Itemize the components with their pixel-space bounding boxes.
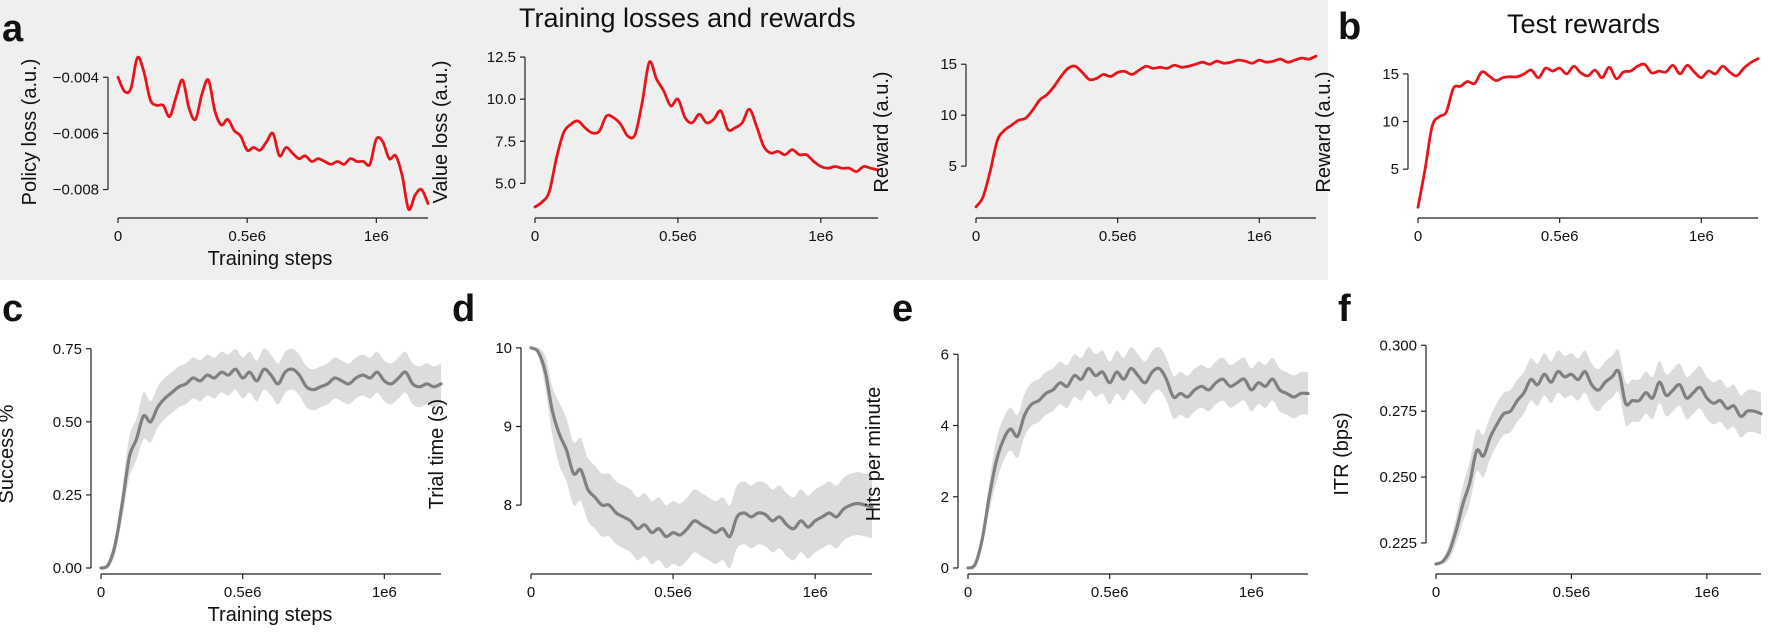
- y-tick-label: 7.5: [495, 133, 516, 150]
- series-line: [529, 346, 874, 539]
- y-tick-label: 12.5: [487, 49, 516, 66]
- confidence-band: [968, 346, 1308, 570]
- y-tick-label: 10.0: [487, 91, 516, 108]
- x-tick-label: 0.5e6: [1099, 228, 1137, 245]
- x-tick-label: 1e6: [364, 228, 389, 245]
- y-tick-label: −0.006: [53, 125, 99, 142]
- y-axis-title: Policy loss (a.u.): [19, 59, 41, 206]
- confidence-band: [101, 348, 441, 570]
- x-tick-label: 0.5e6: [1091, 584, 1129, 601]
- chart-trial-time: 8 9 10 0 0.5e6 1e6 Trial time (s): [426, 340, 874, 601]
- x-tick-label: 0: [964, 584, 972, 601]
- y-tick-label: 10: [495, 340, 512, 357]
- y-tick-label: 10: [1382, 114, 1399, 131]
- y-axis-title: Reward (a.u.): [871, 71, 893, 192]
- y-tick-label: 0.75: [53, 341, 82, 358]
- chart-policy-loss: −0.004 −0.006 −0.008 0 0.5e6 1e6 Policy loss (…: [19, 55, 430, 270]
- y-tick-label: 5: [949, 158, 957, 175]
- confidence-band: [531, 347, 872, 569]
- series-line: [974, 54, 1318, 209]
- x-tick-label: 1e6: [372, 584, 397, 601]
- series-line: [116, 55, 430, 212]
- y-tick-label: 4: [941, 418, 949, 435]
- y-tick-label: 0.275: [1379, 403, 1417, 420]
- training-panel-background: [0, 0, 1328, 280]
- chart-value-loss: 5.0 7.5 10.0 12.5 0 0.5e6 1e6 Value loss (a.u.): [430, 49, 880, 245]
- y-axis-title: Success %: [0, 404, 18, 503]
- chart-success: 0.00 0.25 0.50 0.75 0 0.5e6 1e6 Success % Traini…: [0, 341, 443, 626]
- x-tick-label: 0: [1414, 228, 1422, 245]
- series-line: [1434, 368, 1763, 566]
- y-tick-label: −0.008: [53, 182, 99, 199]
- y-tick-label: 0: [941, 560, 949, 577]
- x-axis-title: Training steps: [208, 248, 333, 270]
- y-tick-label: 0.225: [1379, 535, 1417, 552]
- x-tick-label: 0.5e6: [228, 228, 266, 245]
- series-line: [533, 60, 880, 209]
- x-tick-label: 0: [1432, 584, 1440, 601]
- x-tick-label: 1e6: [1694, 584, 1719, 601]
- panel-letter-e: e: [892, 288, 914, 330]
- x-tick-label: 1e6: [803, 584, 828, 601]
- training-header-title: Training losses and rewards: [519, 3, 856, 33]
- x-tick-label: 0: [114, 228, 122, 245]
- x-axis-title: Training steps: [208, 604, 333, 626]
- y-axis-title: Value loss (a.u.): [430, 60, 452, 203]
- y-tick-label: 0.300: [1379, 337, 1417, 354]
- y-tick-label: 0.250: [1379, 469, 1417, 486]
- x-tick-label: 1e6: [808, 228, 833, 245]
- y-tick-label: 9: [504, 418, 512, 435]
- y-tick-label: 5.0: [495, 175, 516, 192]
- panel-letter-d: d: [452, 288, 476, 330]
- chart-hits-per-minute: 0 2 4 6 0 0.5e6 1e6 Hits per minute: [863, 346, 1310, 601]
- x-tick-label: 0: [531, 228, 539, 245]
- y-tick-label: 10: [940, 107, 957, 124]
- series-line: [1416, 57, 1760, 209]
- series-line: [966, 366, 1310, 570]
- panel-letter-f: f: [1338, 288, 1351, 330]
- x-tick-label: 1e6: [1689, 228, 1714, 245]
- panel-letter-c: c: [2, 288, 24, 330]
- y-tick-label: −0.004: [53, 69, 99, 86]
- x-tick-label: 1e6: [1239, 584, 1264, 601]
- chart-train-reward: 5 10 15 0 0.5e6 1e6 Reward (a.u.): [871, 54, 1318, 245]
- x-tick-label: 1e6: [1247, 228, 1272, 245]
- x-tick-label: 0: [527, 584, 535, 601]
- chart-itr: 0.225 0.250 0.275 0.300 0 0.5e6 1e6 ITR (bps): [1331, 337, 1763, 601]
- y-tick-label: 2: [941, 489, 949, 506]
- panel-letter-a: a: [2, 8, 24, 50]
- y-tick-label: 0.00: [53, 560, 82, 577]
- x-tick-label: 0.5e6: [1553, 584, 1591, 601]
- y-tick-label: 15: [940, 56, 957, 73]
- x-tick-label: 0: [97, 584, 105, 601]
- y-tick-label: 8: [504, 497, 512, 514]
- panel-letter-b: b: [1338, 6, 1362, 48]
- y-tick-label: 0.25: [53, 487, 82, 504]
- y-axis-title: Hits per minute: [863, 387, 885, 522]
- test-header-title: Test rewards: [1507, 9, 1661, 39]
- x-tick-label: 0.5e6: [654, 584, 692, 601]
- chart-test-reward: 5 10 15 0 0.5e6 1e6 Reward (a.u.): [1313, 57, 1760, 245]
- y-tick-label: 5: [1391, 161, 1399, 178]
- series-line: [99, 367, 443, 570]
- y-tick-label: 6: [941, 346, 949, 363]
- x-tick-label: 0.5e6: [224, 584, 262, 601]
- x-tick-label: 0.5e6: [1541, 228, 1579, 245]
- y-tick-label: 0.50: [53, 414, 82, 431]
- y-axis-title: Trial time (s): [426, 399, 448, 509]
- x-tick-label: 0: [972, 228, 980, 245]
- y-axis-title: ITR (bps): [1331, 412, 1353, 495]
- y-tick-label: 15: [1382, 66, 1399, 83]
- x-tick-label: 0.5e6: [659, 228, 697, 245]
- y-axis-title: Reward (a.u.): [1313, 71, 1335, 192]
